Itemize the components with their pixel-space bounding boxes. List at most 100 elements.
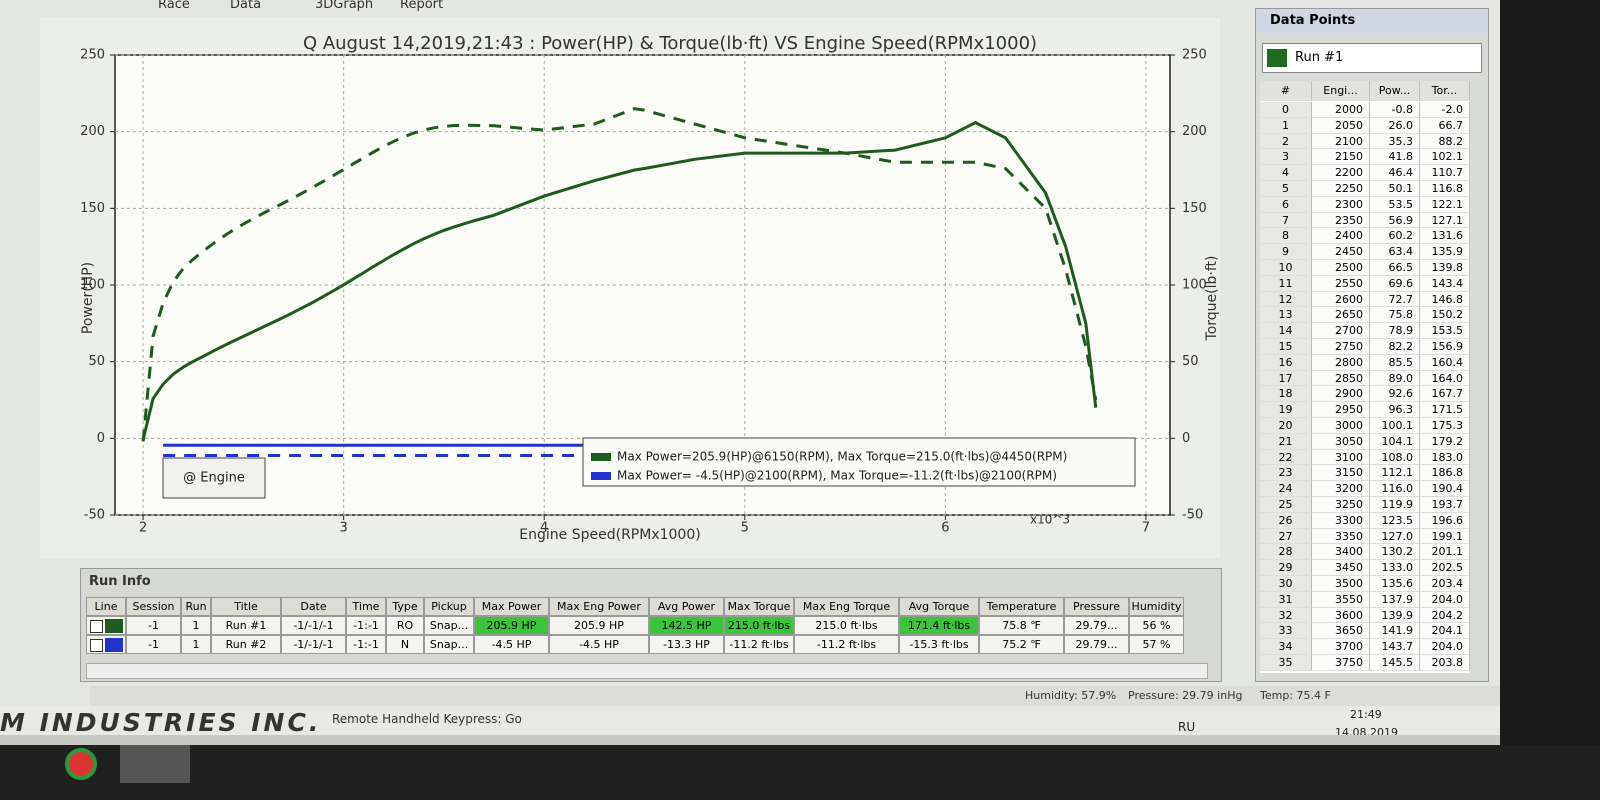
button-face	[162, 457, 266, 499]
table-cell: 153.5	[1420, 323, 1470, 339]
table-cell: 2750	[1312, 339, 1370, 355]
table-cell: 26.0	[1370, 117, 1420, 134]
table-cell: 33	[1260, 623, 1312, 640]
table-cell: -1	[126, 635, 181, 654]
table-cell: 72.7	[1370, 291, 1420, 308]
tab[interactable]: Race	[158, 0, 190, 12]
engine-button[interactable]: @ Engine	[162, 457, 266, 499]
table-cell: 85.5	[1370, 354, 1420, 371]
table-cell: 35	[1260, 655, 1312, 671]
legend-text: Max Power= -4.5(HP)@2100(RPM), Max Torqu…	[617, 469, 1057, 483]
table-cell: 75.2 ℉	[979, 635, 1064, 654]
x-tick-label: 7	[1142, 521, 1150, 536]
checkbox[interactable]	[90, 639, 103, 652]
taskbar	[0, 745, 1600, 800]
run-info-panel: Run Info Line Session Run Title Date Time Type…	[80, 568, 1222, 682]
run-label: Run #1	[1295, 50, 1344, 65]
table-cell: 119.9	[1370, 497, 1420, 513]
legend-swatch	[591, 453, 611, 461]
table-cell: -15.3 ft·lbs	[899, 635, 979, 654]
y-tick-label: 200	[80, 124, 105, 139]
tab[interactable]: Report	[400, 0, 444, 12]
table-cell: 110.7	[1420, 165, 1470, 181]
table-cell: 137.9	[1370, 591, 1420, 608]
column-header: Max Torque	[724, 597, 794, 616]
browser-icon[interactable]	[65, 748, 97, 780]
table-cell: 3750	[1312, 655, 1370, 671]
scrollbar[interactable]	[86, 663, 1208, 679]
table-cell: 196.6	[1420, 512, 1470, 529]
table-cell: 2700	[1312, 323, 1370, 339]
y-tick-label: 50	[88, 354, 105, 369]
table-cell: 3400	[1312, 544, 1370, 561]
table-cell: 2	[1260, 133, 1312, 150]
table-cell: 135.9	[1420, 244, 1470, 260]
tab[interactable]: Data	[230, 0, 262, 12]
table-cell: 12	[1260, 291, 1312, 308]
table-cell: -1:-1	[346, 635, 386, 654]
table-cell: 3000	[1312, 418, 1370, 434]
table-cell: 46.4	[1370, 165, 1420, 181]
taskbar-strip	[0, 735, 1500, 745]
table-cell: 116.0	[1370, 481, 1420, 497]
table-cell: -11.2 ft·lbs	[794, 635, 899, 654]
table-cell: 29.79...	[1064, 635, 1129, 654]
table-cell: 1	[181, 635, 211, 654]
table-cell: 20	[1260, 418, 1312, 434]
table-cell: 14	[1260, 323, 1312, 339]
column-header: Avg Power	[649, 597, 724, 616]
y2-tick-label: 150	[1182, 201, 1207, 216]
button-label: @ Engine	[183, 471, 245, 486]
table-cell: 3450	[1312, 560, 1370, 576]
dyno-app-icon[interactable]	[120, 745, 190, 783]
table-cell: 145.5	[1370, 655, 1420, 671]
column-header: Humidity	[1129, 597, 1184, 616]
table-cell: 143.7	[1370, 639, 1420, 655]
table-cell: 89.0	[1370, 370, 1420, 387]
y2-tick-label: -50	[1182, 508, 1203, 523]
table-cell: 2550	[1312, 275, 1370, 292]
table-cell: 66.5	[1370, 260, 1420, 276]
table-cell: 3250	[1312, 497, 1370, 513]
line-cell	[86, 635, 126, 654]
table-cell: 7	[1260, 212, 1312, 229]
table-cell: 3050	[1312, 433, 1370, 450]
column-header: Avg Torque	[899, 597, 979, 616]
table-cell: N	[386, 635, 424, 654]
checkbox[interactable]	[90, 620, 103, 633]
table-cell: 19	[1260, 402, 1312, 418]
table-cell: 215.0 ft·lbs	[724, 616, 794, 635]
table-cell: 201.1	[1420, 544, 1470, 561]
table-cell: 18	[1260, 386, 1312, 403]
table-cell: 183.0	[1420, 449, 1470, 466]
table-cell: 2650	[1312, 307, 1370, 324]
table-cell: 203.4	[1420, 576, 1470, 592]
table-cell: 29.79...	[1064, 616, 1129, 635]
table-cell: 2850	[1312, 370, 1370, 387]
tab-bar: Race Data 3DGraph Report	[120, 0, 480, 14]
table-cell: 60.2	[1370, 228, 1420, 245]
column-header: Pressure	[1064, 597, 1129, 616]
run-info-title: Run Info	[89, 574, 151, 589]
x-tick-label: 5	[741, 521, 749, 536]
table-cell: 2250	[1312, 181, 1370, 197]
table-cell: -11.2 ft·lbs	[724, 635, 794, 654]
x-tick-label: 4	[540, 521, 548, 536]
table-cell: 3150	[1312, 465, 1370, 482]
table-cell: 2800	[1312, 354, 1370, 371]
table-cell: 27	[1260, 528, 1312, 545]
table-cell: 3550	[1312, 591, 1370, 608]
table-cell: 0	[1260, 102, 1312, 118]
table-cell: Snap...	[424, 616, 474, 635]
table-cell: 179.2	[1420, 433, 1470, 450]
y2-tick-label: 50	[1182, 354, 1199, 369]
screen: Race Data 3DGraph Report Q August 14,2019,2…	[0, 0, 1500, 745]
table-cell: 41.8	[1370, 149, 1420, 166]
table-cell: 75.8 ℉	[979, 616, 1064, 635]
table-cell: 11	[1260, 275, 1312, 292]
table-cell: 2050	[1312, 117, 1370, 134]
table-cell: 21	[1260, 433, 1312, 450]
run-dropdown[interactable]: Run #1	[1262, 43, 1482, 73]
y2-tick-label: 200	[1182, 124, 1207, 139]
tab[interactable]: 3DGraph	[315, 0, 374, 12]
